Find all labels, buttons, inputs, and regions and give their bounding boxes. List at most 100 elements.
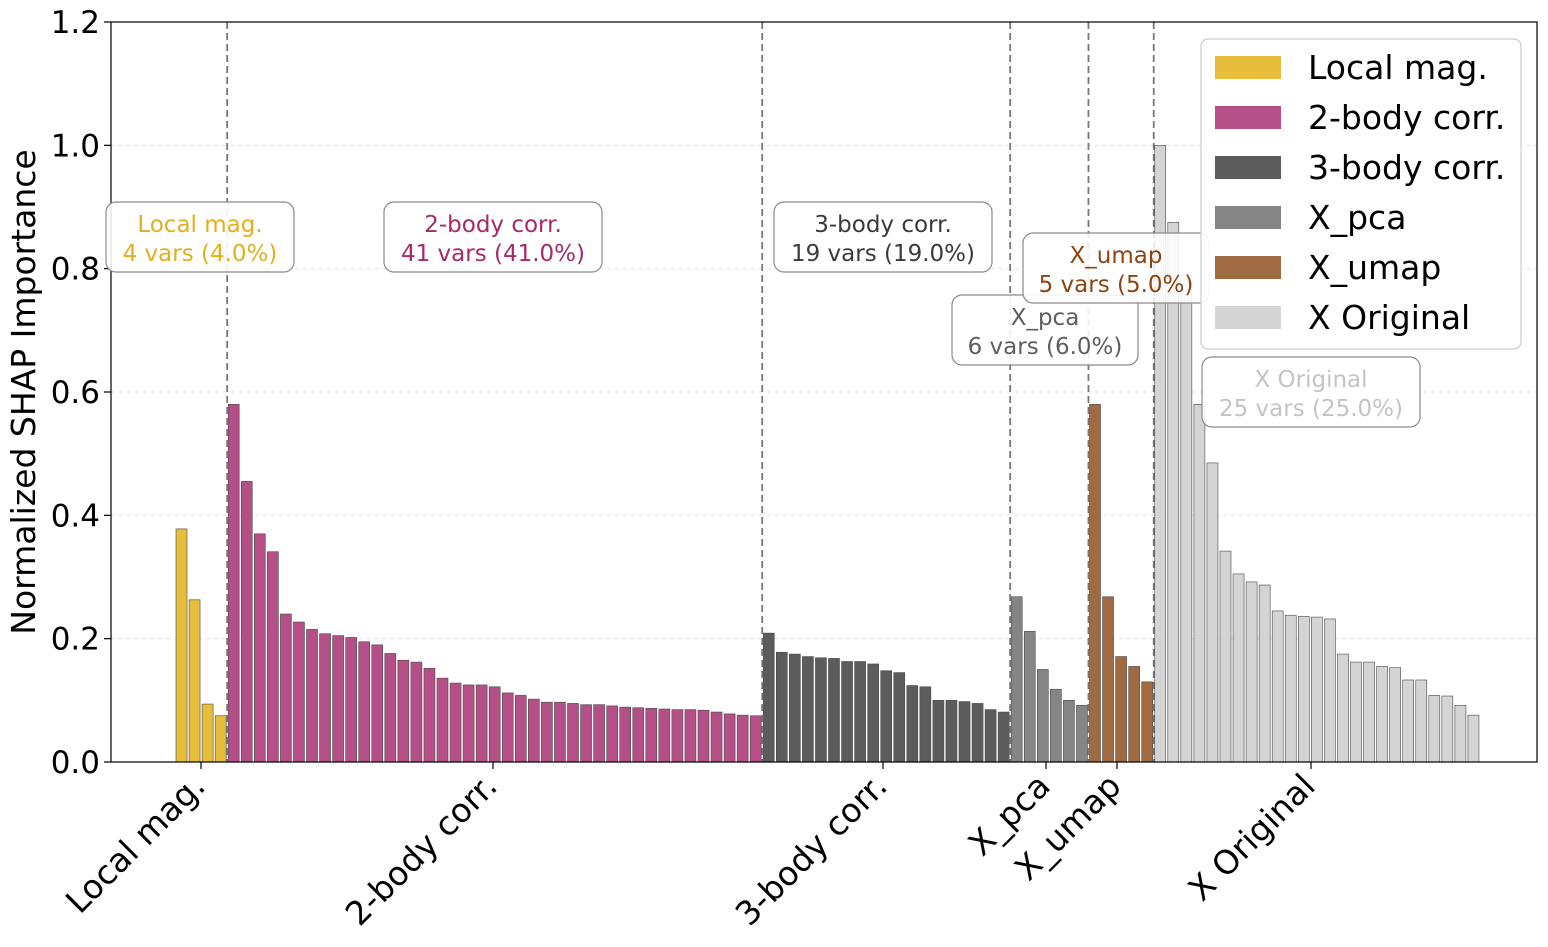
bar xyxy=(554,701,566,763)
bar xyxy=(280,613,292,763)
bar xyxy=(1089,404,1101,763)
bar xyxy=(736,714,749,763)
legend-swatch xyxy=(1215,256,1281,279)
bar xyxy=(710,711,723,763)
legend-swatch xyxy=(1215,156,1281,179)
bar xyxy=(749,715,762,763)
bar xyxy=(697,709,710,763)
y-tick-label: 1.0 xyxy=(51,128,100,164)
y-tick-label: 0.4 xyxy=(51,498,100,534)
bar xyxy=(1298,616,1310,763)
bar xyxy=(293,621,305,763)
group-annotations: Local mag. 4 vars (4.0%) 2-body corr. 41 va… xyxy=(105,201,1421,428)
bar xyxy=(867,663,879,763)
bar xyxy=(267,551,279,763)
annotation-title: 2-body corr. xyxy=(424,212,562,238)
bar xyxy=(201,703,214,763)
bar xyxy=(475,684,488,763)
annotation-count: 5 vars (5.0%) xyxy=(1039,272,1194,298)
bar xyxy=(997,711,1010,763)
bar xyxy=(410,661,423,763)
bar xyxy=(462,684,475,763)
bar xyxy=(1363,661,1375,763)
annotation-box: X_umap 5 vars (5.0%) xyxy=(1022,232,1210,304)
annotation-count: 19 vars (19.0%) xyxy=(791,241,975,267)
bar xyxy=(932,700,945,763)
bar xyxy=(1428,695,1441,763)
bar xyxy=(188,599,201,763)
bar xyxy=(1415,679,1428,763)
bar xyxy=(580,704,592,763)
bar xyxy=(384,653,397,763)
bar xyxy=(1219,550,1232,763)
bar xyxy=(802,656,814,763)
legend-label: X_umap xyxy=(1308,248,1441,287)
bar xyxy=(880,670,893,763)
annotation-frame xyxy=(773,201,993,273)
bar xyxy=(971,703,984,763)
annotation-box: X_pca 6 vars (6.0%) xyxy=(951,294,1139,366)
bar xyxy=(1311,616,1323,763)
legend-swatch xyxy=(1215,106,1281,129)
bar xyxy=(319,633,331,763)
annotation-box: X Original 25 vars (25.0%) xyxy=(1201,356,1421,428)
bar xyxy=(658,708,671,763)
bar xyxy=(854,661,866,763)
y-tick-label: 0.0 xyxy=(51,745,100,781)
legend-label: 3-body corr. xyxy=(1308,148,1505,187)
legend-label: Local mag. xyxy=(1308,48,1488,87)
bar xyxy=(1037,669,1049,763)
bar xyxy=(1245,581,1258,763)
bar xyxy=(1206,462,1219,763)
bar xyxy=(1010,596,1023,763)
annotation-title: X_umap xyxy=(1070,243,1163,269)
legend: Local mag. 2-body corr. 3-body corr. X_pca X… xyxy=(1200,38,1522,350)
annotation-title: X_pca xyxy=(1011,305,1080,331)
annotation-count: 25 vars (25.0%) xyxy=(1219,396,1403,422)
bar xyxy=(371,644,384,763)
legend-swatch xyxy=(1215,306,1281,329)
bar xyxy=(1324,618,1336,763)
bar xyxy=(893,672,906,763)
bar xyxy=(619,706,632,763)
bar xyxy=(436,677,449,763)
bar xyxy=(1193,404,1206,763)
bar xyxy=(306,629,318,763)
annotation-box: 3-body corr. 19 vars (19.0%) xyxy=(773,201,993,273)
bar xyxy=(645,708,658,763)
y-axis: 0.0 0.2 0.4 0.6 0.8 1.0 1.2 xyxy=(51,5,111,781)
legend-swatch xyxy=(1215,206,1281,229)
bar xyxy=(1402,679,1414,763)
bar xyxy=(723,713,736,763)
bar xyxy=(919,686,932,763)
y-axis-label: Normalized SHAP Importance xyxy=(4,149,43,634)
bar xyxy=(332,635,344,763)
annotation-count: 41 vars (41.0%) xyxy=(401,241,585,267)
annotation-frame xyxy=(105,201,295,273)
bar xyxy=(1023,630,1036,763)
y-tick-label: 0.6 xyxy=(51,375,100,411)
annotation-frame xyxy=(383,201,603,273)
bar xyxy=(593,704,605,763)
legend-label: 2-body corr. xyxy=(1308,98,1505,137)
bar xyxy=(1102,596,1114,763)
bar xyxy=(684,709,697,763)
bar xyxy=(1076,704,1088,763)
bar xyxy=(671,709,684,763)
annotation-title: X Original xyxy=(1254,367,1367,393)
bar xyxy=(449,682,462,763)
bar xyxy=(1141,681,1153,763)
bar xyxy=(1115,656,1127,763)
bar xyxy=(345,637,357,763)
bar xyxy=(762,632,775,763)
bar xyxy=(1337,653,1349,763)
bar xyxy=(1232,573,1245,763)
y-tick-label: 1.2 xyxy=(51,5,100,41)
bar xyxy=(1376,666,1388,763)
bar xyxy=(1467,714,1480,763)
bar xyxy=(958,701,971,763)
bar xyxy=(423,667,436,763)
bar xyxy=(514,695,527,763)
annotation-box: Local mag. 4 vars (4.0%) xyxy=(105,201,295,273)
